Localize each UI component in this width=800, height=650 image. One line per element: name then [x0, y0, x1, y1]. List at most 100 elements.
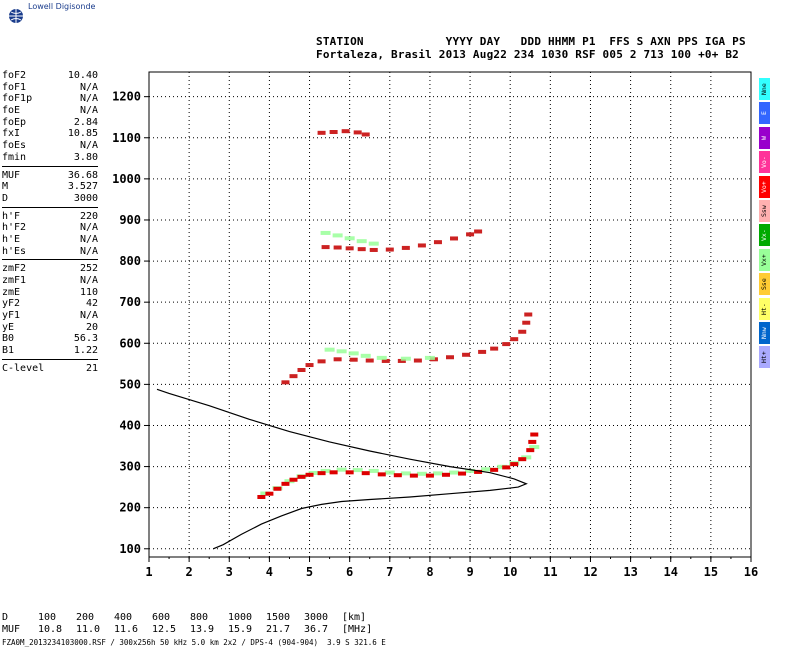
echo-point-4th-hop-vo+ [329, 130, 338, 135]
param-name: zmF1 [2, 275, 27, 286]
echo-point-2nd-hop-vo+ [524, 312, 533, 317]
legend-label: Vx+ [760, 253, 768, 266]
echo-point-3rd-hop-vx+ [320, 230, 331, 235]
echo-point-2nd-hop-vo+ [490, 346, 499, 351]
muf-value: 11.6 [114, 624, 139, 635]
echo-point-2nd-hop-vx+ [376, 355, 387, 360]
echo-point-o-trace-vx+ [465, 468, 476, 473]
x-tick-label: 5 [306, 565, 313, 579]
echo-point-o-trace-vo+ [409, 473, 418, 478]
param-row-d: D 3000 [2, 193, 98, 205]
param-value: N/A [79, 233, 98, 245]
param-name: zmE [2, 286, 21, 298]
echo-point-o-trace-vo+ [425, 473, 434, 478]
legend-label: W [760, 135, 768, 140]
echo-point-2nd-hop-vo+ [446, 355, 454, 360]
param-value: 42 [85, 298, 98, 310]
echo-point-2nd-hop-vx+ [360, 353, 371, 358]
echo-point-2nd-hop-vo+ [510, 337, 519, 342]
legend-item-vx: Vx- [759, 224, 770, 247]
param-row-fof1p: foF1p N/A [2, 93, 98, 105]
param-value: 56.3 [73, 333, 98, 345]
muf-value: 10.8 [38, 624, 63, 635]
distance-value: 1500 [266, 612, 291, 623]
echo-point-2nd-hop-vo+ [478, 349, 487, 354]
echo-point-2nd-hop-vo+ [333, 357, 342, 362]
echo-point-3rd-hop-vo+ [417, 243, 426, 248]
echo-point-3rd-hop-vo+ [401, 245, 410, 250]
param-row-b1: B1 1.22 [2, 345, 98, 357]
muf-value: 13.9 [190, 624, 215, 635]
param-row-clevel: C-level 21 [2, 363, 98, 375]
echo-point-o-trace-vo+ [393, 473, 402, 478]
echo-point-2nd-hop-vx+ [400, 356, 411, 361]
echo-point-3rd-hop-vx+ [356, 239, 367, 244]
echo-point-2nd-hop-vo+ [297, 367, 306, 372]
echo-point-o-trace-vo+ [265, 491, 274, 496]
globe-icon [9, 9, 23, 23]
param-row-hf2: h'F2 N/A [2, 222, 98, 234]
echo-point-o-trace-vo+ [257, 494, 266, 499]
legend-label: Nne [760, 83, 768, 95]
distance-unit: [km] [342, 612, 367, 623]
echo-point-3rd-hop-vo+ [385, 247, 394, 252]
param-name: yE [2, 321, 15, 333]
param-name: h'F [2, 210, 21, 222]
y-tick-label: 1200 [112, 90, 141, 104]
param-name: zmF2 [2, 263, 27, 275]
echo-point-2nd-hop-vo+ [317, 359, 326, 364]
echo-point-3rd-hop-vo+ [450, 236, 459, 241]
param-separator [2, 358, 98, 360]
x-tick-label: 12 [583, 565, 597, 579]
param-row-b0: B0 56.3 [2, 333, 98, 345]
x-tick-label: 13 [623, 565, 637, 579]
echo-point-o-trace-vx+ [449, 470, 460, 475]
echo-point-o-trace-vo+ [289, 477, 298, 482]
param-separator [2, 259, 98, 261]
param-row-yf2: yF2 42 [2, 298, 98, 310]
legend-item-vo: Vo- [759, 151, 770, 174]
param-value: 2.84 [73, 116, 98, 128]
echo-point-2nd-hop-vo+ [413, 358, 422, 363]
legend-label: Ht- [760, 302, 768, 315]
echo-point-2nd-hop-vo+ [518, 329, 527, 334]
echo-point-o-trace-vx+ [416, 471, 427, 476]
echo-point-2nd-hop-vx+ [424, 355, 435, 360]
echo-point-o-trace-vo+ [490, 467, 499, 472]
plot-frame [148, 71, 752, 558]
muf-value: 36.7 [304, 624, 329, 635]
param-value: N/A [79, 310, 98, 322]
echo-point-3rd-hop-vo+ [321, 245, 330, 250]
param-row-fof2: foF2 10.40 [2, 70, 98, 82]
echo-point-2nd-hop-vo+ [502, 342, 511, 347]
echo-point-o-trace-vx+ [432, 471, 443, 476]
echo-point-o-trace-vx+ [529, 445, 540, 450]
echo-point-2nd-hop-vx+ [336, 349, 347, 354]
legend-item-vo: Vo+ [759, 175, 770, 198]
param-value: 3000 [73, 192, 98, 204]
echo-point-2nd-hop-vo+ [365, 358, 374, 363]
param-row-yf1: yF1 N/A [2, 310, 98, 322]
param-row-foep: foEp 2.84 [2, 117, 98, 129]
param-value: N/A [79, 140, 98, 152]
density-profile-curve [156, 388, 528, 550]
param-row-zme: zmE 110 [2, 287, 98, 299]
x-tick-label: 11 [543, 565, 557, 579]
muf-label: MUF [2, 624, 21, 635]
param-name: foF2 [2, 70, 27, 81]
param-name: foEp [2, 116, 27, 128]
distance-value: 200 [76, 612, 95, 623]
echo-point-3rd-hop-vx+ [368, 241, 379, 246]
echo-point-3rd-hop-vo+ [357, 247, 366, 252]
param-name: yF2 [2, 298, 21, 310]
muf-value: 12.5 [152, 624, 177, 635]
param-row-ye: yE 20 [2, 322, 98, 334]
echo-point-3rd-hop-vx+ [332, 233, 343, 238]
param-row-hf: h'F 220 [2, 211, 98, 223]
echo-point-2nd-hop-vo+ [305, 363, 314, 368]
x-tick-label: 14 [664, 565, 678, 579]
muf-value: 21.7 [266, 624, 291, 635]
legend-item-nne: Nne [759, 78, 770, 100]
param-name: foF1 [2, 81, 27, 93]
